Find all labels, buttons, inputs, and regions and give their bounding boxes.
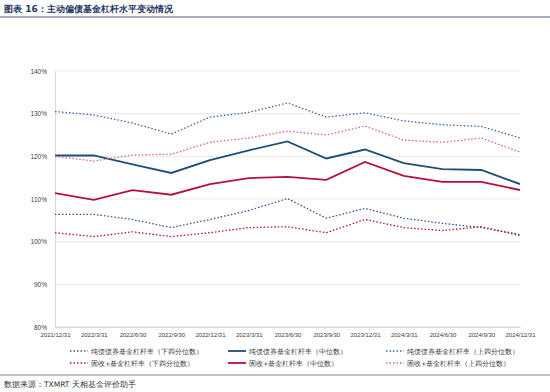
y-tick-label: 90% bbox=[34, 281, 47, 288]
x-tick-label: 2024/3/31 bbox=[391, 332, 418, 338]
legend-swatch bbox=[70, 362, 88, 363]
grid-line bbox=[55, 284, 520, 285]
legend-label: 固收+基金杠杆率（上四分位数） bbox=[407, 360, 510, 368]
y-tick: 100% bbox=[30, 238, 55, 245]
y-axis: 80% 90% 100% 110% 120% 130% 140% bbox=[30, 68, 55, 331]
x-tick: 2022/12/31 bbox=[195, 327, 226, 338]
y-tick: 80% bbox=[34, 324, 55, 331]
grid bbox=[55, 71, 520, 327]
y-tick: 130% bbox=[30, 110, 55, 117]
legend-label: 纯债债券基金杠杆率（上四分位数） bbox=[407, 348, 519, 356]
x-tick-label: 2024/6/30 bbox=[430, 332, 457, 338]
title: 图表 16：主动偏债基金杠杆水平变动情况 bbox=[4, 4, 174, 14]
x-axis-line bbox=[56, 327, 521, 328]
y-tick: 120% bbox=[30, 153, 55, 160]
legend-swatch bbox=[70, 350, 88, 351]
x-tick: 2021/12/31 bbox=[40, 327, 71, 338]
series-line bbox=[55, 162, 520, 200]
x-tick: 2024/6/30 bbox=[430, 327, 457, 338]
legend-label: 纯债债券基金杠杆率（下四分位数） bbox=[91, 348, 203, 356]
legend-item: 纯债债券基金杠杆率（上四分位数） bbox=[386, 348, 519, 356]
grid-line bbox=[55, 327, 520, 328]
chart: 图表 16：主动偏债基金杠杆水平变动情况 80% 90% 100% 110% 120% 13… bbox=[0, 0, 550, 392]
x-tick-label: 2022/6/30 bbox=[120, 332, 147, 338]
x-tick: 2024/9/30 bbox=[468, 327, 495, 338]
legend-swatch bbox=[386, 350, 404, 351]
legend-item: 纯债债券基金杠杆率（下四分位数） bbox=[70, 348, 203, 356]
y-tick: 140% bbox=[30, 68, 55, 75]
x-tick-label: 2022/3/31 bbox=[81, 332, 108, 338]
y-tick-label: 80% bbox=[34, 324, 47, 331]
grid-line bbox=[55, 241, 520, 242]
x-tick-label: 2023/6/30 bbox=[275, 332, 302, 338]
grid-line bbox=[55, 199, 520, 200]
legend: 纯债债券基金杠杆率（下四分位数） 纯债债券基金杠杆率（中位数） 纯债债券基金杠杆率（… bbox=[70, 348, 519, 368]
source: 数据来源：TXMRT 天相基金评价助手 bbox=[4, 380, 136, 389]
x-tick: 2024/12/31 bbox=[505, 327, 536, 338]
x-tick-label: 2023/12/31 bbox=[350, 332, 381, 338]
y-tick-label: 130% bbox=[30, 110, 47, 117]
x-tick-label: 2023/3/31 bbox=[236, 332, 263, 338]
y-axis-line bbox=[55, 72, 56, 328]
legend-swatch bbox=[228, 362, 246, 364]
series-line bbox=[55, 103, 520, 138]
x-tick-label: 2021/12/31 bbox=[40, 332, 71, 338]
legend-item: 固收+基金杠杆率（中位数） bbox=[228, 360, 338, 368]
x-tick: 2022/3/31 bbox=[81, 327, 108, 338]
x-tick: 2024/3/31 bbox=[391, 327, 418, 338]
series-lines bbox=[55, 103, 520, 237]
source-rule bbox=[0, 375, 550, 376]
x-tick: 2023/12/31 bbox=[350, 327, 381, 338]
legend-label: 纯债债券基金杠杆率（中位数） bbox=[249, 348, 347, 356]
x-tick: 2023/9/30 bbox=[313, 327, 340, 338]
title-rule bbox=[0, 17, 550, 18]
x-tick: 2023/3/31 bbox=[236, 327, 263, 338]
y-tick-label: 120% bbox=[30, 153, 47, 160]
series-line bbox=[55, 126, 520, 161]
y-tick-label: 110% bbox=[31, 196, 47, 203]
y-tick-label: 140% bbox=[30, 68, 47, 75]
legend-swatch bbox=[228, 350, 246, 352]
x-tick-label: 2022/9/30 bbox=[158, 332, 185, 338]
x-tick-label: 2024/9/30 bbox=[468, 332, 495, 338]
legend-item: 固收+基金杠杆率（上四分位数） bbox=[386, 360, 510, 368]
y-tick: 110% bbox=[31, 196, 55, 203]
plot: 80% 90% 100% 110% 120% 130% 140% 2021/12/31 2022… bbox=[30, 68, 536, 339]
grid-line bbox=[55, 113, 520, 114]
x-tick-label: 2022/12/31 bbox=[195, 332, 226, 338]
series-line bbox=[55, 199, 520, 235]
y-tick-label: 100% bbox=[30, 238, 47, 245]
x-tick-label: 2024/12/31 bbox=[505, 332, 536, 338]
legend-item: 纯债债券基金杠杆率（中位数） bbox=[228, 348, 347, 356]
legend-label: 固收+基金杠杆率（中位数） bbox=[249, 360, 338, 368]
x-tick: 2022/6/30 bbox=[120, 327, 147, 338]
x-tick: 2023/6/30 bbox=[275, 327, 302, 338]
legend-swatch bbox=[386, 362, 404, 363]
x-tick-label: 2023/9/30 bbox=[313, 332, 340, 338]
x-axis: 2021/12/31 2022/3/31 2022/6/30 2022/9/30 202… bbox=[40, 327, 536, 338]
legend-item: 固收+基金杠杆率（下四分位数） bbox=[70, 360, 194, 368]
grid-line bbox=[55, 71, 520, 72]
y-tick: 90% bbox=[34, 281, 55, 288]
series-line bbox=[55, 219, 520, 236]
x-tick: 2022/9/30 bbox=[158, 327, 185, 338]
legend-label: 固收+基金杠杆率（下四分位数） bbox=[91, 360, 194, 368]
